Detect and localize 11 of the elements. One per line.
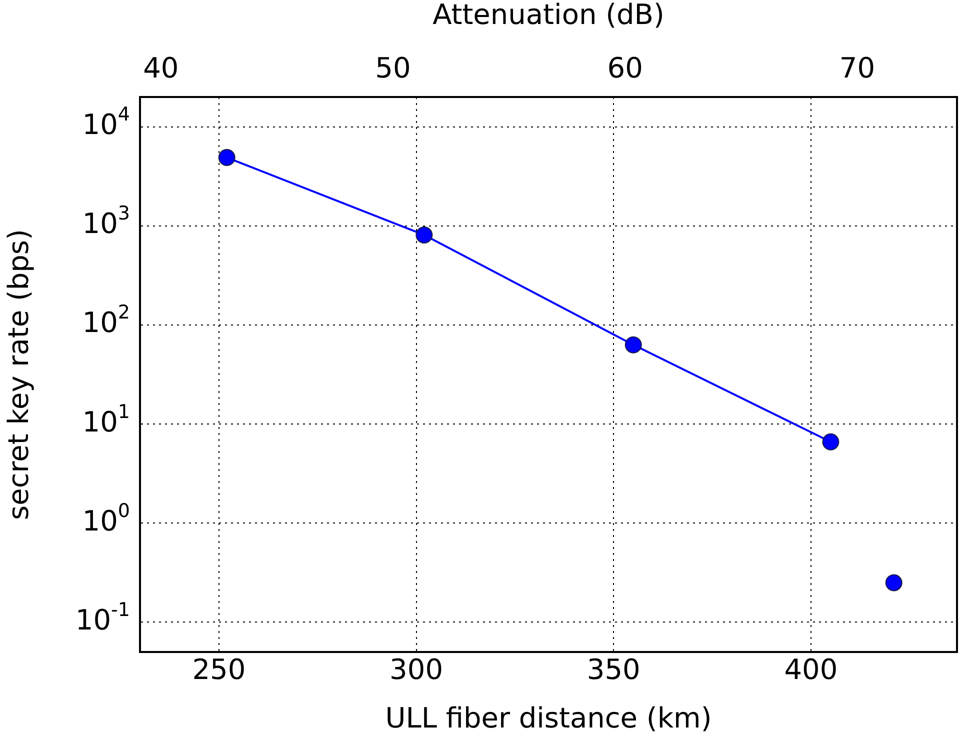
x2-tick-label: 50 <box>375 51 411 84</box>
x-tick-label: 350 <box>586 653 640 686</box>
x-axis-title: ULL fiber distance (km) <box>385 701 712 734</box>
x-tick-label: 250 <box>192 653 246 686</box>
x2-tick-label: 60 <box>607 51 643 84</box>
x2-tick-label: 40 <box>143 51 179 84</box>
x2-tick-label: 70 <box>839 51 876 84</box>
y-axis-title: secret key rate (bps) <box>2 229 36 520</box>
x-tick-label: 400 <box>784 653 838 686</box>
x-tick-label: 300 <box>390 653 444 686</box>
x2-axis-title: Attenuation (dB) <box>432 0 664 32</box>
